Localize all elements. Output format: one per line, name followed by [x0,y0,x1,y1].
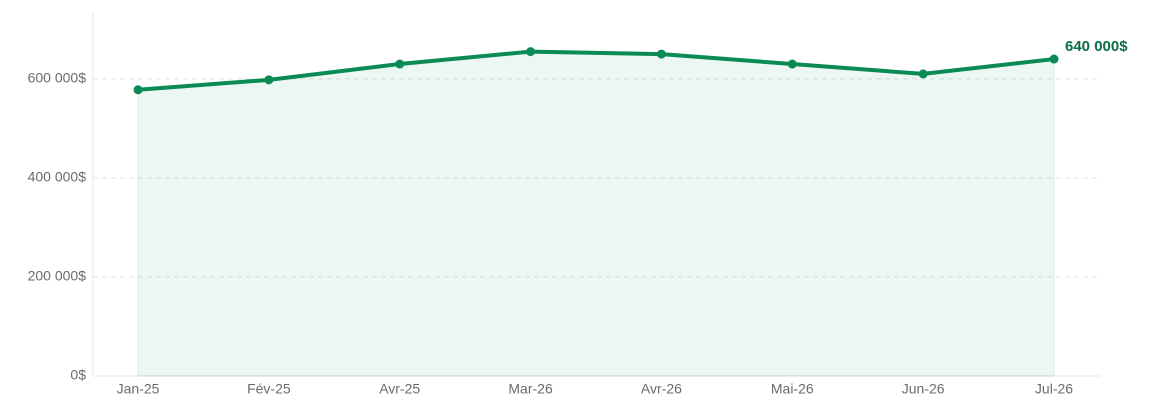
point [133,85,143,95]
y-tick-label: 0$ [70,367,86,383]
point [395,59,405,69]
point [264,75,274,85]
x-tick-label: Mar-26 [508,381,553,397]
x-tick-label: Jan-25 [117,381,160,397]
point [526,47,536,57]
line [137,49,1055,92]
point [656,49,666,59]
x-tick-label: Jul-26 [1035,381,1073,397]
y-tick-label: 400 000$ [28,169,87,185]
area [137,51,1055,377]
value-label: 640 000$ [1065,38,1128,55]
x-tick-label: Mai-26 [771,381,814,397]
x-tick-label: Avr-25 [379,381,420,397]
point [918,69,928,79]
y-tick-label: 200 000$ [28,268,87,284]
x-tick-label: Avr-26 [641,381,682,397]
point [787,59,797,69]
x-tick-label: Fév-25 [247,381,291,397]
y-tick-label: 600 000$ [28,70,87,86]
point [1049,54,1059,64]
x-tick-label: Jun-26 [902,381,945,397]
